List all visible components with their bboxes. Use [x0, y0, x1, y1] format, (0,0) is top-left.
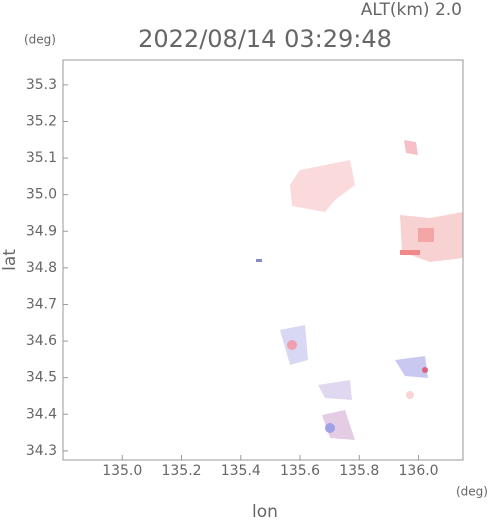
x-tick-label: 136.0 — [399, 463, 439, 479]
x-tick-label: 135.0 — [102, 463, 142, 479]
echo-field — [256, 140, 463, 440]
x-tick-label: 135.8 — [339, 463, 379, 479]
y-unit: (deg) — [24, 33, 56, 47]
x-tick-label: 135.4 — [221, 463, 261, 479]
x-unit: (deg) — [456, 485, 488, 499]
y-tick-label: 34.9 — [26, 223, 57, 239]
y-tick-label: 34.7 — [26, 296, 57, 312]
x-axis-label: lon — [252, 502, 278, 521]
x-tick-label: 135.2 — [161, 463, 201, 479]
plot-frame — [62, 59, 464, 461]
y-tick-label: 34.5 — [26, 370, 57, 386]
x-tick-label: 135.6 — [280, 463, 320, 479]
y-tick-label: 35.0 — [26, 187, 57, 203]
y-tick-label: 34.6 — [26, 333, 57, 349]
y-tick-label: 35.2 — [26, 113, 57, 129]
y-tick-label: 34.8 — [26, 260, 57, 276]
y-tick-label: 34.4 — [26, 406, 57, 422]
y-tick-label: 35.1 — [26, 150, 57, 166]
altitude-label: ALT(km) 2.0 — [361, 0, 462, 20]
chart-title: 2022/08/14 03:29:48 — [138, 25, 392, 53]
y-tick-label: 34.3 — [26, 443, 57, 459]
y-tick-label: 35.3 — [26, 77, 57, 93]
y-axis-label: lat — [0, 249, 20, 271]
